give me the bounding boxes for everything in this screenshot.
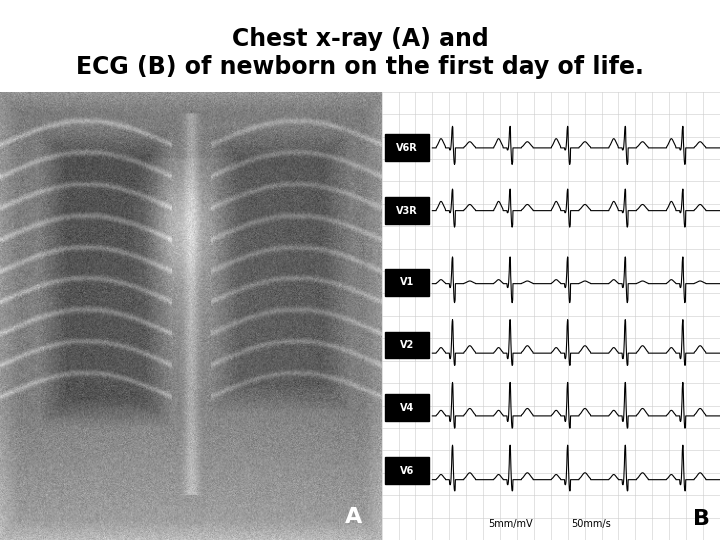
- Text: B: B: [693, 509, 710, 529]
- Text: V2: V2: [400, 340, 414, 350]
- Text: V6: V6: [400, 465, 414, 476]
- Text: A: A: [346, 507, 362, 526]
- FancyBboxPatch shape: [385, 134, 429, 161]
- FancyBboxPatch shape: [385, 269, 429, 296]
- Text: 5mm/mV: 5mm/mV: [488, 519, 533, 529]
- FancyBboxPatch shape: [385, 394, 429, 421]
- Text: 50mm/s: 50mm/s: [572, 519, 611, 529]
- FancyBboxPatch shape: [385, 197, 429, 224]
- Text: V3R: V3R: [396, 206, 418, 215]
- FancyBboxPatch shape: [385, 332, 429, 359]
- Text: V1: V1: [400, 277, 414, 287]
- Text: Chest x-ray (A) and
ECG (B) of newborn on the first day of life.: Chest x-ray (A) and ECG (B) of newborn o…: [76, 27, 644, 79]
- Text: V6R: V6R: [396, 143, 418, 153]
- Text: V4: V4: [400, 403, 414, 413]
- FancyBboxPatch shape: [385, 457, 429, 484]
